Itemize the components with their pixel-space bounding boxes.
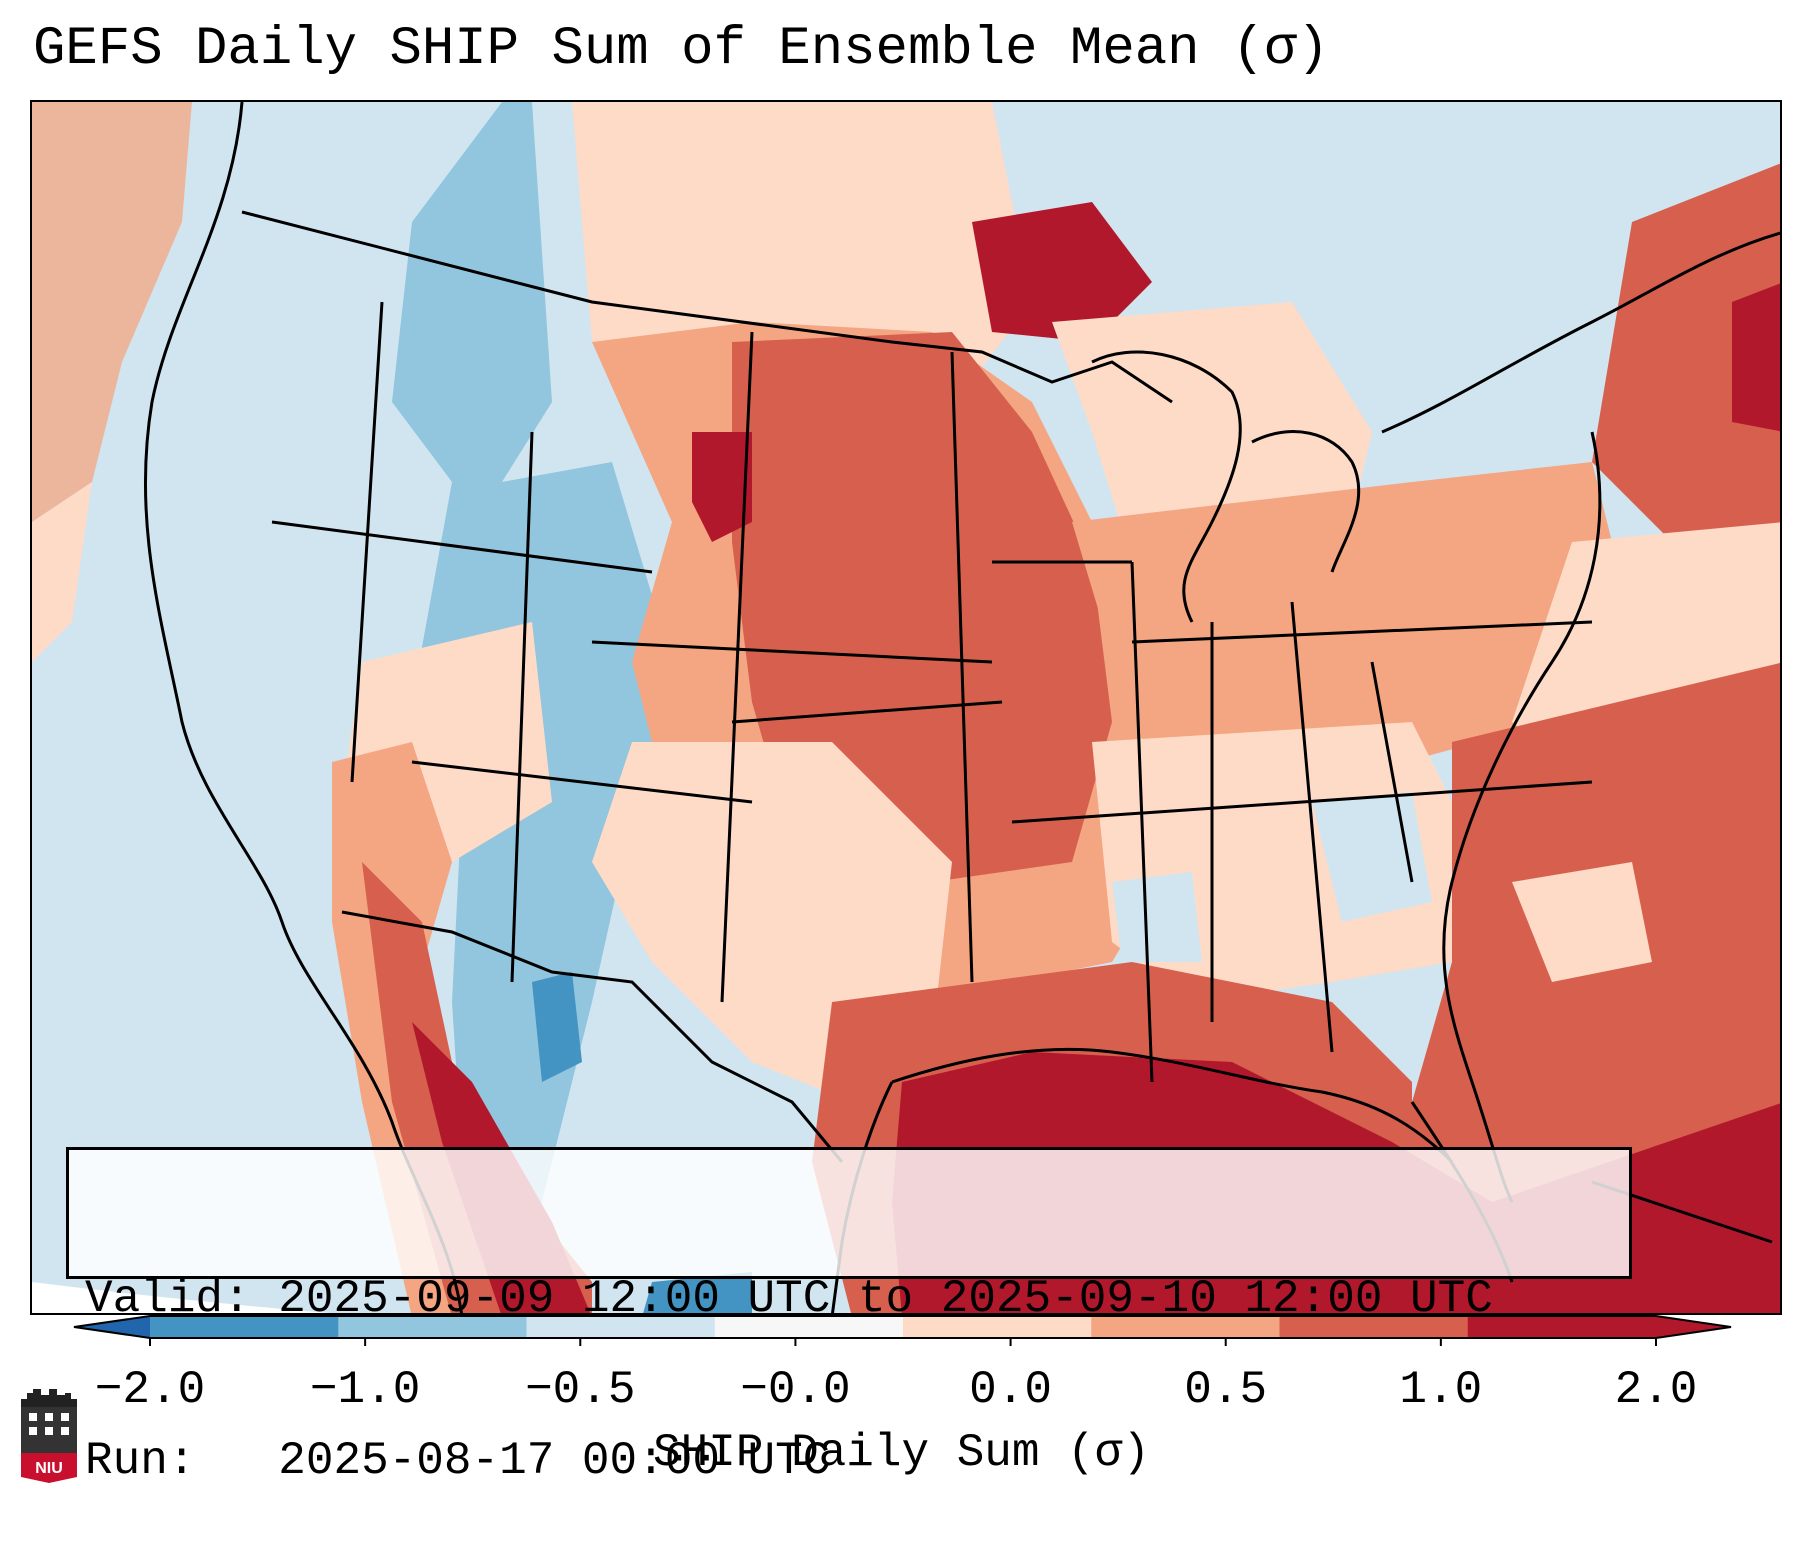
new-england-deep-red (1732, 283, 1780, 432)
run-label: Run: (85, 1435, 196, 1487)
svg-text:NIU: NIU (35, 1460, 63, 1477)
chart-title: GEFS Daily SHIP Sum of Ensemble Mean (σ) (33, 19, 1330, 80)
run-line: Run: 2025-08-17 00:00 UTC (85, 1434, 1629, 1488)
coastline-and-borders (143, 102, 1780, 1313)
state-line-4 (411, 760, 753, 804)
pacific-light-red-field (32, 102, 192, 522)
state-line-14 (1370, 661, 1414, 883)
pacific-pale-field (32, 482, 92, 662)
colorbar (73, 1315, 1732, 1346)
state-line-13 (1290, 601, 1334, 1053)
mexico-border-line (341, 910, 844, 1163)
gulf-coast-line (891, 1047, 1454, 1164)
colorbar-segment (1279, 1316, 1469, 1338)
colorbar-tick-label: −0.5 (525, 1364, 636, 1416)
colorbar-segment (903, 1316, 1092, 1338)
colorbar-segment (338, 1316, 527, 1338)
colorbar-tick-label: −1.0 (309, 1364, 421, 1416)
colorbar-segment (1467, 1316, 1657, 1338)
colorbar-tick-label: 2.0 (1614, 1364, 1698, 1416)
forecast-map (32, 102, 1780, 1313)
state-line-15 (1131, 620, 1593, 644)
state-line-7 (950, 351, 974, 983)
state-line-2 (510, 431, 534, 983)
niu-logo: NIU (21, 1389, 77, 1483)
atlantic-pale-patch (1512, 862, 1652, 982)
rockies-front-deep-red (692, 432, 752, 542)
us-canada-border (241, 210, 1173, 404)
colorbar-tick-label: −0.0 (740, 1364, 851, 1416)
rockies-deep-blue-spot (532, 972, 582, 1082)
colorbar-under-arrow (74, 1316, 150, 1338)
colorbar-segment (714, 1316, 904, 1338)
west-coast-line (143, 102, 463, 1313)
state-line-10 (1011, 780, 1593, 824)
east-coast-line (1442, 431, 1602, 1203)
colorbar-label: SHIP Daily Sum (σ) (653, 1427, 1150, 1479)
map-panel (30, 100, 1782, 1315)
northeast-coast-line (1381, 231, 1780, 434)
state-line-9 (731, 700, 1003, 724)
colorbar-tick-label: 0.5 (1184, 1364, 1268, 1416)
state-line-1 (350, 301, 384, 783)
midwest-deep-red (972, 202, 1152, 342)
state-line-3 (271, 520, 653, 574)
colorbar-segment (526, 1316, 716, 1338)
run-value: 2025-08-17 00:00 UTC (278, 1435, 831, 1487)
validity-info-box: Valid: 2025-09-09 12:00 UTC to 2025-09-1… (66, 1147, 1632, 1487)
colorbar-segment (1091, 1316, 1280, 1338)
colorbar-tick-label: 0.0 (969, 1364, 1052, 1416)
mississippi-blue-pocket (1112, 872, 1202, 962)
rockies-deep-blue-base (643, 1272, 752, 1313)
logo-banner (21, 1453, 77, 1483)
colorbar-tick-label: 1.0 (1399, 1364, 1483, 1416)
colorbar-over-arrow (1656, 1316, 1731, 1338)
state-line-6 (591, 640, 993, 664)
great-lakes-outline (1091, 350, 1361, 623)
state-line-5 (720, 331, 754, 1003)
state-line-11 (1130, 561, 1154, 1083)
colorbar-segment (150, 1316, 339, 1338)
new-england-red (1592, 163, 1780, 542)
colorbar-tick-label: −2.0 (94, 1364, 206, 1416)
